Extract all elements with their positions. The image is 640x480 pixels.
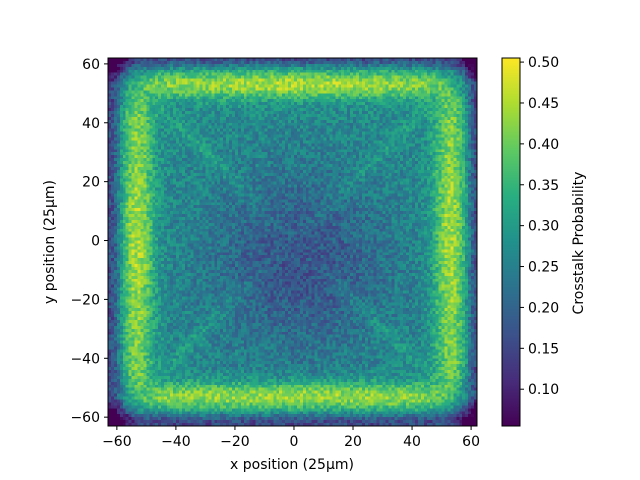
colorbar-tick-label: 0.50 (528, 55, 559, 71)
y-tick-label: 0 (91, 234, 100, 250)
colorbar: 0.10 0.15 0.20 0.25 0.30 0.35 0.40 0.45 0.50 Cro… (501, 55, 587, 427)
y-tick-label: 60 (82, 57, 100, 73)
colorbar-tick-label: 0.35 (528, 178, 559, 194)
colorbar-tick-label: 0.15 (528, 341, 559, 357)
heatmap-canvas (108, 58, 477, 426)
y-tick-label: −60 (70, 410, 100, 426)
colorbar-ticks: 0.10 0.15 0.20 0.25 0.30 0.35 0.40 0.45 0.50 (520, 55, 559, 398)
x-tick-label: 0 (290, 434, 299, 450)
colorbar-tick-label: 0.25 (528, 260, 559, 276)
y-tick-label: 40 (82, 116, 100, 132)
y-tick-label: −40 (70, 351, 100, 367)
colorbar-tick-label: 0.20 (528, 300, 559, 316)
colorbar-tick-label: 0.40 (528, 137, 559, 153)
colorbar-tick-label: 0.30 (528, 219, 559, 235)
x-tick-label: 40 (403, 434, 421, 450)
y-tick-label: 20 (82, 175, 100, 191)
x-tick-label: 60 (462, 434, 480, 450)
x-tick-label: −40 (161, 434, 191, 450)
x-tick-label: −20 (220, 434, 250, 450)
heatmap-plot (107, 57, 478, 427)
colorbar-tick-label: 0.45 (528, 96, 559, 112)
colorbar-gradient (502, 58, 520, 426)
x-axis: −60 −40 −20 0 20 40 60 (102, 426, 480, 450)
colorbar-frame (501, 57, 521, 427)
x-tick-label: 20 (344, 434, 362, 450)
x-tick-label: −60 (102, 434, 132, 450)
y-axis-label: y position (25µm) (42, 180, 58, 304)
colorbar-tick-label: 0.10 (528, 382, 559, 398)
colorbar-label: Crosstalk Probability (571, 172, 587, 315)
plot-frame (107, 57, 478, 427)
y-axis: −60 −40 −20 0 20 40 60 (70, 57, 108, 426)
y-tick-label: −20 (70, 292, 100, 308)
x-axis-label: x position (25µm) (230, 457, 354, 473)
